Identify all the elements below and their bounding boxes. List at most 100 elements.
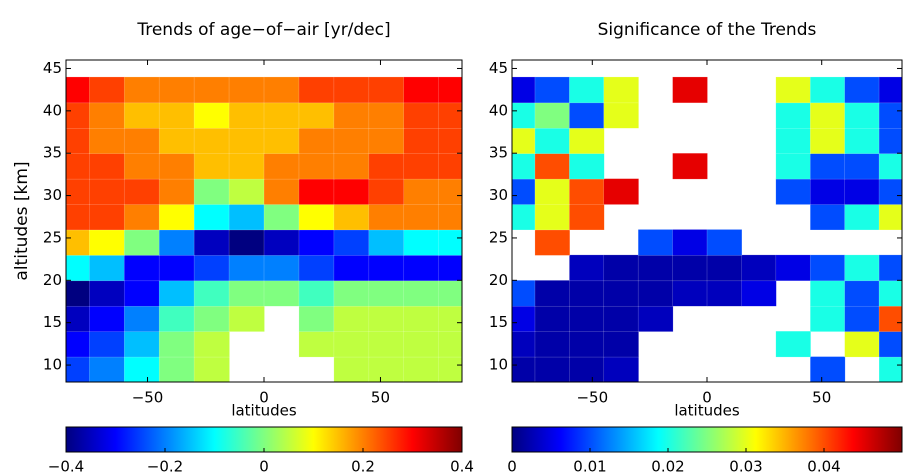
heat-cell bbox=[878, 254, 902, 282]
heat-cell bbox=[512, 203, 536, 231]
colorbar-tick-label: 0.01 bbox=[573, 458, 606, 475]
heat-cell bbox=[193, 305, 230, 332]
colorbar-tick-label: 0.2 bbox=[351, 458, 375, 475]
heat-cell bbox=[158, 102, 195, 129]
heat-cell bbox=[603, 305, 639, 332]
heat-cell bbox=[438, 152, 462, 180]
heat-cell bbox=[123, 280, 160, 307]
heat-cell bbox=[775, 127, 811, 154]
heat-cell bbox=[368, 127, 405, 154]
heat-cell bbox=[438, 305, 462, 332]
heat-cell bbox=[298, 305, 335, 332]
heat-cell bbox=[158, 76, 195, 104]
heat-cell bbox=[534, 330, 571, 358]
heat-cell bbox=[158, 356, 195, 382]
heat-cell bbox=[438, 280, 462, 307]
heat-cell bbox=[228, 76, 265, 104]
heat-cell bbox=[403, 203, 440, 231]
heat-cell bbox=[123, 76, 160, 104]
heat-cell bbox=[89, 76, 125, 104]
chart-title: Significance of the Trends bbox=[598, 20, 817, 40]
heat-cell bbox=[193, 178, 230, 205]
heat-cell bbox=[672, 254, 708, 282]
heat-cell bbox=[158, 280, 195, 307]
heat-cell bbox=[263, 229, 300, 256]
heat-cell bbox=[844, 203, 880, 231]
heat-cell bbox=[741, 254, 777, 282]
heat-cell bbox=[403, 229, 440, 256]
colorbar-tick-label: 0.4 bbox=[450, 458, 474, 475]
heat-cell bbox=[89, 280, 125, 307]
heat-cell bbox=[123, 330, 160, 358]
heat-cell bbox=[158, 305, 195, 332]
x-tick-label: −50 bbox=[132, 389, 164, 407]
heat-cell bbox=[403, 305, 440, 332]
heat-cell bbox=[809, 305, 846, 332]
y-tick-label: 30 bbox=[43, 186, 62, 204]
heat-cell bbox=[158, 152, 195, 180]
y-tick-label: 40 bbox=[489, 101, 508, 119]
heat-cell bbox=[89, 330, 125, 358]
heat-cell bbox=[603, 102, 639, 129]
heat-cell bbox=[809, 356, 846, 382]
heat-cell bbox=[333, 356, 370, 382]
heat-cell bbox=[672, 152, 708, 180]
heat-cell bbox=[569, 356, 605, 382]
heat-cell bbox=[534, 178, 571, 205]
heat-cell bbox=[534, 127, 571, 154]
heat-cell bbox=[368, 76, 405, 104]
heat-cell bbox=[333, 76, 370, 104]
heat-cell bbox=[193, 203, 230, 231]
heat-cell bbox=[298, 152, 335, 180]
heat-cell bbox=[263, 203, 300, 231]
x-tick-label: −50 bbox=[576, 389, 608, 407]
heat-cell bbox=[603, 76, 639, 104]
heat-cell bbox=[672, 76, 708, 104]
heat-cell bbox=[534, 356, 571, 382]
heat-cell bbox=[368, 178, 405, 205]
colorbar-tick-label: −0.2 bbox=[147, 458, 183, 475]
x-axis-label: latitudes bbox=[674, 402, 740, 420]
heat-cell bbox=[775, 152, 811, 180]
heat-cell bbox=[844, 76, 880, 104]
chart-title: Trends of age−of−air [yr/dec] bbox=[136, 20, 390, 40]
heat-cell bbox=[438, 330, 462, 358]
heat-cell bbox=[298, 330, 335, 358]
heat-cell bbox=[809, 152, 846, 180]
heat-cell bbox=[368, 152, 405, 180]
heat-cell bbox=[263, 127, 300, 154]
y-tick-label: 35 bbox=[489, 144, 508, 162]
heat-cell bbox=[89, 127, 125, 154]
y-tick-label: 20 bbox=[43, 271, 62, 289]
heat-cell bbox=[775, 178, 811, 205]
heat-cell bbox=[228, 280, 265, 307]
y-tick-label: 20 bbox=[489, 271, 508, 289]
heat-cell bbox=[512, 330, 536, 358]
heat-cell bbox=[637, 280, 674, 307]
heat-cell bbox=[298, 254, 335, 282]
heat-cell bbox=[706, 254, 743, 282]
heat-cell bbox=[844, 305, 880, 332]
heat-cell bbox=[706, 229, 743, 256]
heat-cell bbox=[603, 280, 639, 307]
x-tick-label: 50 bbox=[812, 389, 831, 407]
heat-cell bbox=[775, 102, 811, 129]
heat-cell bbox=[123, 356, 160, 382]
heat-cell bbox=[263, 102, 300, 129]
heat-cell bbox=[809, 254, 846, 282]
heat-cell bbox=[123, 305, 160, 332]
heat-cell bbox=[603, 330, 639, 358]
heat-cell bbox=[123, 102, 160, 129]
heat-cell bbox=[368, 229, 405, 256]
heat-cell bbox=[333, 152, 370, 180]
heat-cell bbox=[228, 254, 265, 282]
heat-cell bbox=[569, 305, 605, 332]
heat-cell bbox=[89, 203, 125, 231]
heat-cell bbox=[333, 203, 370, 231]
heat-cell bbox=[368, 280, 405, 307]
heat-cell bbox=[368, 305, 405, 332]
heat-cell bbox=[534, 152, 571, 180]
cells bbox=[66, 76, 462, 382]
heat-cell bbox=[534, 203, 571, 231]
heat-cell bbox=[158, 254, 195, 282]
